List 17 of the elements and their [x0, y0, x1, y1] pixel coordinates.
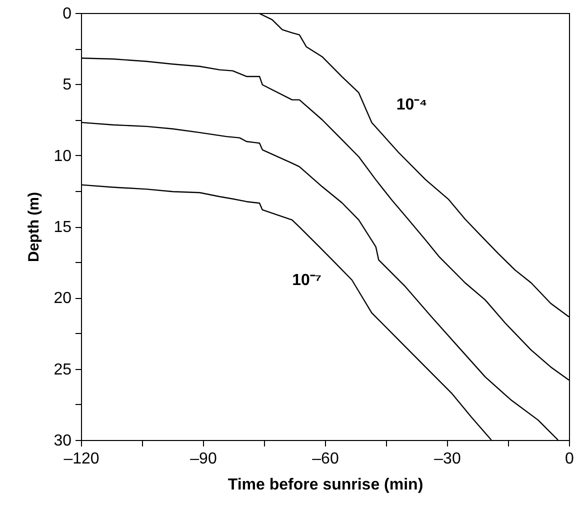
y-tick-label: 25 — [54, 361, 72, 378]
y-tick-label: 15 — [54, 219, 72, 236]
y-tick-label: 20 — [54, 290, 72, 308]
x-tick-label: –120 — [64, 450, 100, 468]
series-label: 10⁻⁴ — [396, 96, 428, 114]
y-axis-title: Depth (m) — [26, 192, 43, 262]
y-tick-label: 0 — [62, 6, 72, 22]
x-tick-label: 0 — [565, 450, 574, 468]
series-label: 10⁻⁷ — [292, 272, 322, 289]
x-tick-label: –90 — [190, 450, 217, 468]
line-series — [81, 184, 492, 440]
y-tick-label: 30 — [54, 432, 72, 450]
y-tick-label: 5 — [62, 76, 72, 94]
x-axis-title: Time before sunrise (min) — [228, 476, 424, 494]
x-tick-label: –60 — [312, 450, 339, 468]
y-tick-label: 10 — [54, 148, 72, 165]
x-tick-label: –30 — [434, 450, 461, 468]
